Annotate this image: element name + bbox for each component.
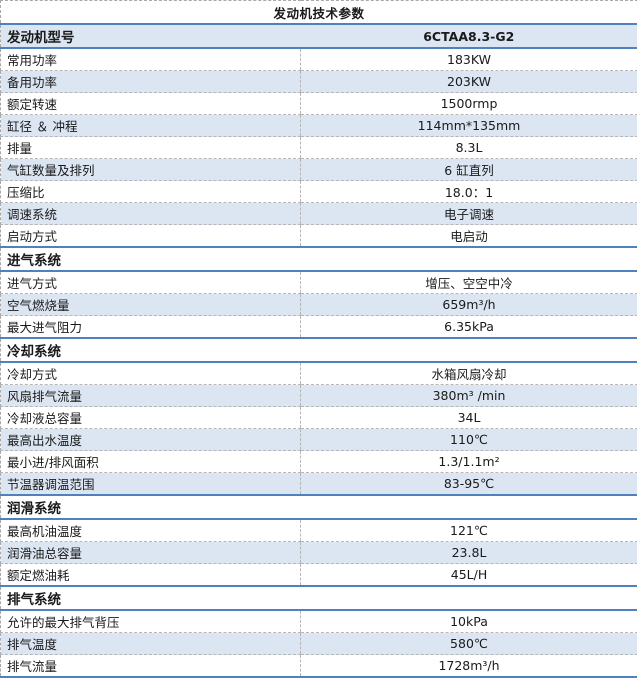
spec-value: 水箱风扇冷却 bbox=[301, 362, 637, 385]
section-header-spacer bbox=[301, 247, 637, 271]
spec-label: 排气温度 bbox=[1, 633, 301, 655]
spec-label: 额定转速 bbox=[1, 93, 301, 115]
spec-value: 23.8L bbox=[301, 542, 637, 564]
section-header-label: 润滑系统 bbox=[1, 495, 301, 519]
spec-label: 允许的最大排气背压 bbox=[1, 610, 301, 633]
spec-value: 1728m³/h bbox=[301, 655, 637, 678]
spec-label: 空气燃烧量 bbox=[1, 294, 301, 316]
spec-label: 最高出水温度 bbox=[1, 429, 301, 451]
spec-label: 缸径 ＆ 冲程 bbox=[1, 115, 301, 137]
spec-label: 润滑油总容量 bbox=[1, 542, 301, 564]
section-header-spacer bbox=[301, 495, 637, 519]
spec-value: 121℃ bbox=[301, 519, 637, 542]
table-row: 启动方式电启动 bbox=[1, 225, 637, 248]
spec-label: 额定燃油耗 bbox=[1, 564, 301, 587]
spec-label: 调速系统 bbox=[1, 203, 301, 225]
spec-value: 183KW bbox=[301, 48, 637, 71]
spec-value: 8.3L bbox=[301, 137, 637, 159]
spec-value: 580℃ bbox=[301, 633, 637, 655]
spec-label: 冷却方式 bbox=[1, 362, 301, 385]
spec-label: 排量 bbox=[1, 137, 301, 159]
spec-value: 83-95℃ bbox=[301, 473, 637, 496]
spec-label: 进气方式 bbox=[1, 271, 301, 294]
table-row: 调速系统电子调速 bbox=[1, 203, 637, 225]
spec-value: 45L/H bbox=[301, 564, 637, 587]
engine-model-row: 发动机型号 6CTAA8.3-G2 bbox=[1, 24, 637, 48]
table-row: 进气方式增压、空空中冷 bbox=[1, 271, 637, 294]
spec-value: 34L bbox=[301, 407, 637, 429]
section-header-row: 冷却系统 bbox=[1, 338, 637, 362]
section-header-label: 冷却系统 bbox=[1, 338, 301, 362]
section-header-row: 润滑系统 bbox=[1, 495, 637, 519]
spec-label: 备用功率 bbox=[1, 71, 301, 93]
spec-value: 1.3/1.1m² bbox=[301, 451, 637, 473]
section-header-spacer bbox=[301, 338, 637, 362]
spec-value: 114mm*135mm bbox=[301, 115, 637, 137]
section-header-label: 进气系统 bbox=[1, 247, 301, 271]
spec-value: 6 缸直列 bbox=[301, 159, 637, 181]
spec-label: 最小进/排风面积 bbox=[1, 451, 301, 473]
spec-label: 节温器调温范围 bbox=[1, 473, 301, 496]
spec-value: 380m³ /min bbox=[301, 385, 637, 407]
spec-value: 电子调速 bbox=[301, 203, 637, 225]
section-header-row: 排气系统 bbox=[1, 586, 637, 610]
spec-label: 常用功率 bbox=[1, 48, 301, 71]
section-header-spacer bbox=[301, 586, 637, 610]
spec-value: 203KW bbox=[301, 71, 637, 93]
spec-value: 18.0：1 bbox=[301, 181, 637, 203]
spec-label: 风扇排气流量 bbox=[1, 385, 301, 407]
section-header-row: 进气系统 bbox=[1, 247, 637, 271]
spec-value: 电启动 bbox=[301, 225, 637, 248]
spec-value: 1500rmp bbox=[301, 93, 637, 115]
engine-model-value: 6CTAA8.3-G2 bbox=[301, 24, 637, 48]
spec-label: 压缩比 bbox=[1, 181, 301, 203]
engine-model-label: 发动机型号 bbox=[1, 24, 301, 48]
page-title: 发动机技术参数 bbox=[1, 1, 637, 25]
spec-value: 659m³/h bbox=[301, 294, 637, 316]
spec-value: 增压、空空中冷 bbox=[301, 271, 637, 294]
spec-label: 冷却液总容量 bbox=[1, 407, 301, 429]
spec-value: 110℃ bbox=[301, 429, 637, 451]
spec-label: 最大进气阻力 bbox=[1, 316, 301, 339]
table-title-row: 发动机技术参数 bbox=[1, 1, 637, 25]
spec-value: 6.35kPa bbox=[301, 316, 637, 339]
spec-label: 排气流量 bbox=[1, 655, 301, 678]
spec-label: 气缸数量及排列 bbox=[1, 159, 301, 181]
spec-label: 最高机油温度 bbox=[1, 519, 301, 542]
section-header-label: 排气系统 bbox=[1, 586, 301, 610]
spec-value: 10kPa bbox=[301, 610, 637, 633]
spec-label: 启动方式 bbox=[1, 225, 301, 248]
table-row: 冷却方式水箱风扇冷却 bbox=[1, 362, 637, 385]
